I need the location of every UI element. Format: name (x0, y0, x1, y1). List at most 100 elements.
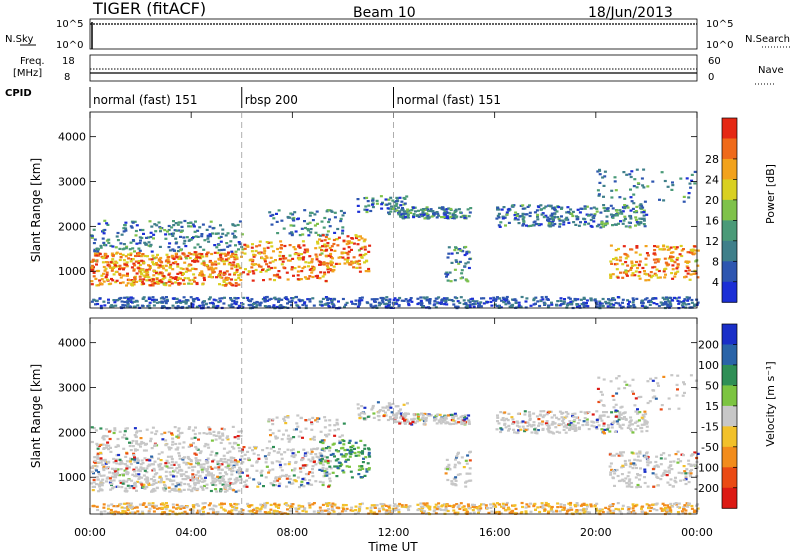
range-cell (206, 468, 209, 470)
range-cell (625, 418, 628, 420)
range-cell (467, 208, 470, 210)
range-cell (174, 443, 177, 445)
range-cell (93, 299, 96, 301)
range-cell (336, 419, 339, 421)
range-cell (106, 272, 109, 274)
range-cell (641, 267, 644, 269)
nsearch-tick-top: 10^5 (706, 19, 733, 30)
range-cell (319, 441, 322, 443)
range-cell (186, 268, 189, 270)
range-cell (649, 304, 652, 306)
range-cell (336, 423, 339, 425)
range-cell (203, 277, 206, 279)
range-cell (570, 303, 573, 305)
range-cell (289, 213, 292, 215)
range-cell (219, 270, 222, 272)
range-cell (203, 239, 206, 241)
range-cell (615, 392, 618, 394)
range-cell (587, 223, 590, 225)
range-cell (200, 464, 203, 466)
range-cell (428, 415, 431, 417)
range-cell (321, 470, 324, 472)
range-cell (622, 171, 625, 173)
range-cell (309, 212, 312, 214)
range-cell (313, 511, 316, 513)
range-cell (165, 265, 168, 267)
range-cell (155, 482, 158, 484)
range-cell (365, 471, 368, 473)
range-cell (655, 474, 658, 476)
range-cell (666, 298, 669, 300)
freq-tick-bottom: 8 (64, 72, 70, 83)
range-cell (308, 298, 311, 300)
range-cell (424, 420, 427, 422)
range-cell (144, 470, 147, 472)
range-cell (133, 470, 136, 472)
range-cell (536, 506, 539, 508)
range-cell (237, 265, 240, 267)
range-cell (237, 431, 240, 433)
range-cell (603, 423, 606, 425)
range-cell (309, 231, 312, 233)
range-cell (663, 268, 666, 270)
range-cell (343, 240, 346, 242)
range-cell (91, 283, 94, 285)
range-cell (592, 413, 595, 415)
range-cell (308, 419, 311, 421)
range-cell (336, 244, 339, 246)
range-cell (563, 507, 566, 509)
range-cell (210, 221, 213, 223)
range-cell (559, 223, 562, 225)
range-cell (276, 274, 279, 276)
range-cell (177, 301, 180, 303)
range-cell (660, 408, 663, 410)
range-cell (120, 276, 123, 278)
range-cell (284, 422, 287, 424)
range-cell (619, 451, 622, 453)
range-cell (367, 468, 370, 470)
range-cell (603, 414, 606, 416)
range-cell (385, 407, 388, 409)
range-cell (615, 302, 618, 304)
range-cell (632, 202, 635, 204)
range-cell (243, 244, 246, 246)
range-cell (176, 266, 179, 268)
range-cell (584, 208, 587, 210)
range-cell (323, 416, 326, 418)
range-cell (119, 282, 122, 284)
range-cell (647, 402, 650, 404)
freq-strip: Freq. [MHz] 18 8 60 0 Nave (13, 55, 784, 84)
range-cell (677, 303, 680, 305)
range-cell (667, 249, 670, 251)
nave-tick-top: 60 (708, 56, 721, 67)
range-cell (428, 302, 431, 304)
range-cell (666, 246, 669, 248)
range-cell (273, 450, 276, 452)
range-cell (287, 449, 290, 451)
range-cell (102, 273, 105, 275)
range-cell (681, 472, 684, 474)
range-cell (272, 432, 275, 434)
range-cell (196, 479, 199, 481)
range-cell (328, 466, 331, 468)
range-cell (431, 210, 434, 212)
range-cell (255, 461, 258, 463)
range-cell (201, 469, 204, 471)
range-cell (376, 298, 379, 300)
range-cell (632, 301, 635, 303)
range-cell (206, 433, 209, 435)
range-cell (326, 263, 329, 265)
range-cell (223, 253, 226, 255)
range-cell (586, 424, 589, 426)
range-cell (687, 303, 690, 305)
range-cell (278, 209, 281, 211)
range-cell (360, 465, 363, 467)
range-cell (383, 415, 386, 417)
range-cell (272, 260, 275, 262)
range-cell (304, 464, 307, 466)
range-cell (548, 411, 551, 413)
range-cell (174, 470, 177, 472)
range-cell (613, 485, 616, 487)
range-cell (637, 484, 640, 486)
range-cell (630, 176, 633, 178)
